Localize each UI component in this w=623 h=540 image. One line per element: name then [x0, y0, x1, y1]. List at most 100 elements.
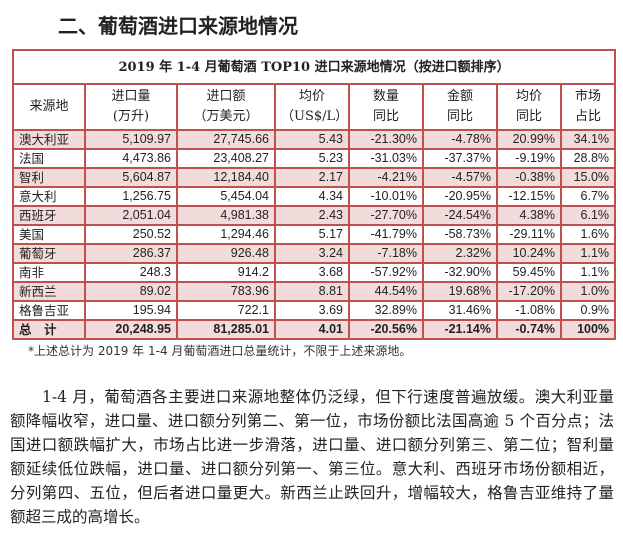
table-row: 格鲁吉亚 195.94 722.1 3.69 32.89% 31.46% -1.08% 0.9…: [12, 300, 617, 321]
column-header-line: 占比: [575, 109, 602, 124]
column-header-line: 同比: [446, 109, 473, 124]
country-cell: 总 计: [12, 319, 86, 340]
value-cell: 2,051.04: [84, 205, 178, 226]
column-header: 进口量 (万升): [84, 83, 178, 131]
value-cell: 5.43: [274, 129, 350, 150]
value-cell: 1.0%: [559, 281, 617, 302]
value-cell: 81,285.01: [176, 319, 276, 340]
country-cell: 美国: [12, 224, 86, 245]
table-caption: 2019 年 1-4 月葡萄酒 TOP10 进口来源地情况（按进口额排序）: [11, 49, 617, 85]
value-cell: 5,109.97: [84, 129, 178, 150]
column-header-line: （万美元）: [193, 109, 259, 124]
value-cell: 250.52: [84, 224, 178, 245]
value-cell: 32.89%: [348, 300, 424, 321]
value-cell: 20,248.95: [84, 319, 178, 340]
value-cell: 20.99%: [496, 129, 562, 150]
value-cell: 4.34: [274, 186, 350, 207]
country-cell: 西班牙: [12, 205, 86, 226]
value-cell: -27.70%: [348, 205, 424, 226]
value-cell: -41.79%: [348, 224, 424, 245]
column-header: 均价 （US$/L）: [274, 83, 350, 131]
table-row: 意大利 1,256.75 5,454.04 4.34 -10.01% -20.95% -12…: [12, 186, 617, 207]
value-cell: 2.43: [274, 205, 350, 226]
value-cell: 6.1%: [559, 205, 617, 226]
column-header: 金额 同比: [422, 83, 498, 131]
column-header-line: 均价: [298, 89, 325, 104]
column-header: 进口额 （万美元）: [176, 83, 276, 131]
value-cell: 28.8%: [559, 148, 617, 169]
value-cell: 5,454.04: [176, 186, 276, 207]
value-cell: -58.73%: [422, 224, 498, 245]
value-cell: 19.68%: [422, 281, 498, 302]
value-cell: 89.02: [84, 281, 178, 302]
value-cell: 783.96: [176, 281, 276, 302]
value-cell: -20.56%: [348, 319, 424, 340]
table-row: 西班牙 2,051.04 4,981.38 2.43 -27.70% -24.54% 4.3…: [12, 205, 617, 226]
column-header-line: （US$/L）: [281, 109, 349, 124]
value-cell: -37.37%: [422, 148, 498, 169]
value-cell: 914.2: [176, 262, 276, 283]
value-cell: 100%: [559, 319, 617, 340]
value-cell: 1,256.75: [84, 186, 178, 207]
table-row: 澳大利亚 5,109.97 27,745.66 5.43 -21.30% -4.78% 20…: [12, 129, 617, 150]
value-cell: -17.20%: [496, 281, 562, 302]
value-cell: 0.9%: [559, 300, 617, 321]
value-cell: 2.32%: [422, 243, 498, 264]
value-cell: 926.48: [176, 243, 276, 264]
column-header-line: 进口额: [206, 89, 246, 104]
value-cell: -20.95%: [422, 186, 498, 207]
column-header: 数量 同比: [348, 83, 424, 131]
value-cell: -7.18%: [348, 243, 424, 264]
column-header-line: 均价: [515, 89, 542, 104]
value-cell: -4.57%: [422, 167, 498, 188]
column-header-line: 金额: [446, 89, 473, 104]
wine-import-table: 2019 年 1-4 月葡萄酒 TOP10 进口来源地情况（按进口额排序） 来源…: [11, 49, 617, 340]
table-row: 南非 248.3 914.2 3.68 -57.92% -32.90% 59.45% 1.1%: [12, 262, 617, 283]
country-cell: 南非: [12, 262, 86, 283]
value-cell: -57.92%: [348, 262, 424, 283]
value-cell: 27,745.66: [176, 129, 276, 150]
column-header-line: (万升): [112, 109, 150, 124]
country-cell: 格鲁吉亚: [12, 300, 86, 321]
column-header-line: 数量: [372, 89, 399, 104]
value-cell: 3.69: [274, 300, 350, 321]
value-cell: 5,604.87: [84, 167, 178, 188]
header-row: 来源地 进口量 (万升) 进口额 （万美元） 均价 （US$/L） 数量 同比 金额 同比 均价 同比市…: [12, 83, 617, 131]
value-cell: 286.37: [84, 243, 178, 264]
value-cell: 4.01: [274, 319, 350, 340]
value-cell: -32.90%: [422, 262, 498, 283]
value-cell: 4,473.86: [84, 148, 178, 169]
column-header-line: 进口量: [111, 89, 151, 104]
value-cell: -9.19%: [496, 148, 562, 169]
value-cell: 12,184.40: [176, 167, 276, 188]
value-cell: 195.94: [84, 300, 178, 321]
column-header-line: 来源地: [29, 99, 69, 114]
value-cell: -0.74%: [496, 319, 562, 340]
column-header: 均价 同比: [496, 83, 562, 131]
value-cell: -4.21%: [348, 167, 424, 188]
value-cell: 1.1%: [559, 262, 617, 283]
column-header: 市场 占比: [559, 83, 617, 131]
country-cell: 意大利: [12, 186, 86, 207]
value-cell: -21.14%: [422, 319, 498, 340]
value-cell: 1.1%: [559, 243, 617, 264]
value-cell: 10.24%: [496, 243, 562, 264]
country-cell: 葡萄牙: [12, 243, 86, 264]
value-cell: -1.08%: [496, 300, 562, 321]
column-header-line: 同比: [515, 109, 542, 124]
column-header-line: 市场: [575, 89, 602, 104]
value-cell: 4.38%: [496, 205, 562, 226]
value-cell: 6.7%: [559, 186, 617, 207]
table-row: 法国 4,473.86 23,408.27 5.23 -31.03% -37.37% -9.…: [12, 148, 617, 169]
value-cell: 8.81: [274, 281, 350, 302]
analysis-paragraph: 1-4 月，葡萄酒各主要进口来源地整体仍泛绿，但下行速度普遍放缓。澳大利亚量额降…: [10, 388, 614, 526]
value-cell: 1.6%: [559, 224, 617, 245]
value-cell: -10.01%: [348, 186, 424, 207]
section-heading: 二、葡萄酒进口来源地情况: [58, 14, 298, 38]
value-cell: -24.54%: [422, 205, 498, 226]
table-row: 智利 5,604.87 12,184.40 2.17 -4.21% -4.57% -0.38…: [12, 167, 617, 188]
value-cell: -0.38%: [496, 167, 562, 188]
value-cell: 248.3: [84, 262, 178, 283]
value-cell: 3.24: [274, 243, 350, 264]
value-cell: -12.15%: [496, 186, 562, 207]
